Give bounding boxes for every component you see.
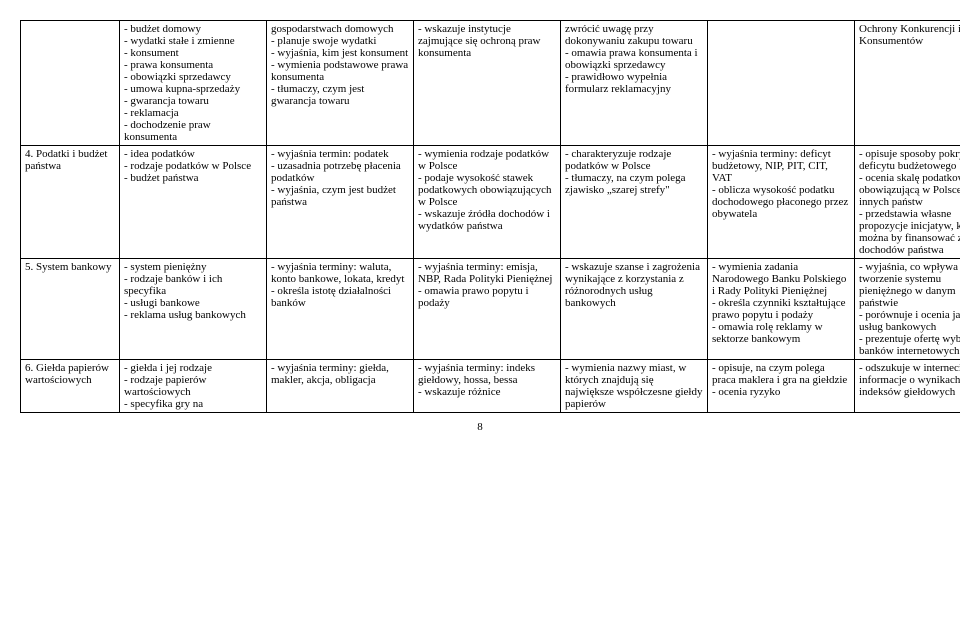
cell: - wyjaśnia, co wpływa na tworzenie syste… xyxy=(855,259,960,360)
cell: - budżet domowy - wydatki stałe i zmienn… xyxy=(120,21,267,146)
cell-topic: 5. System bankowy xyxy=(21,259,120,360)
cell-topic: 4. Podatki i budżet państwa xyxy=(21,146,120,259)
cell: - system pieniężny - rodzaje banków i ic… xyxy=(120,259,267,360)
page-number: 8 xyxy=(20,421,940,433)
cell: - wyjaśnia terminy: waluta, konto bankow… xyxy=(267,259,414,360)
cell: - wskazuje szanse i zagrożenia wynikając… xyxy=(561,259,708,360)
cell: - idea podatków - rodzaje podatków w Pol… xyxy=(120,146,267,259)
cell: gospodarstwach domowych - planuje swoje … xyxy=(267,21,414,146)
cell: - wymienia nazwy miast, w których znajdu… xyxy=(561,360,708,413)
cell: - giełda i jej rodzaje - rodzaje papieró… xyxy=(120,360,267,413)
cell: - wskazuje instytucje zajmujące się ochr… xyxy=(414,21,561,146)
cell-topic: 6. Giełda papierów wartościowych xyxy=(21,360,120,413)
table-row: 5. System bankowy - system pieniężny - r… xyxy=(21,259,960,360)
cell: zwrócić uwagę przy dokonywaniu zakupu to… xyxy=(561,21,708,146)
cell xyxy=(708,21,855,146)
cell: - wyjaśnia terminy: giełda, makler, akcj… xyxy=(267,360,414,413)
cell: - wyjaśnia terminy: indeks giełdowy, hos… xyxy=(414,360,561,413)
cell: - wyjaśnia termin: podatek - uzasadnia p… xyxy=(267,146,414,259)
cell: - wyjaśnia terminy: deficyt budżetowy, N… xyxy=(708,146,855,259)
cell: - odszukuje w internecie informacje o wy… xyxy=(855,360,960,413)
cell: - wyjaśnia terminy: emisja, NBP, Rada Po… xyxy=(414,259,561,360)
table-row: 4. Podatki i budżet państwa - idea podat… xyxy=(21,146,960,259)
cell: - wymienia zadania Narodowego Banku Pols… xyxy=(708,259,855,360)
curriculum-table: - budżet domowy - wydatki stałe i zmienn… xyxy=(20,20,960,413)
table-row: - budżet domowy - wydatki stałe i zmienn… xyxy=(21,21,960,146)
cell: - charakteryzuje rodzaje podatków w Pols… xyxy=(561,146,708,259)
table-row: 6. Giełda papierów wartościowych - giełd… xyxy=(21,360,960,413)
cell: - opisuje sposoby pokrywania deficytu bu… xyxy=(855,146,960,259)
cell: - wymienia rodzaje podatków w Polsce - p… xyxy=(414,146,561,259)
cell-topic xyxy=(21,21,120,146)
cell: - opisuje, na czym polega praca maklera … xyxy=(708,360,855,413)
cell: Ochrony Konkurencji i Konsumentów xyxy=(855,21,960,146)
